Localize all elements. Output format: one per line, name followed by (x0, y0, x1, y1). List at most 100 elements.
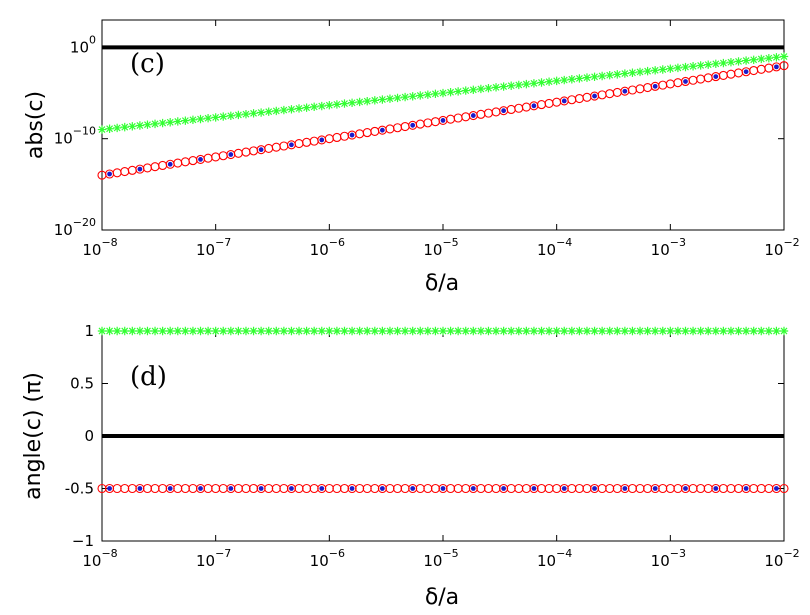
circle-marker (241, 483, 251, 494)
star-marker (112, 123, 122, 133)
star-marker (597, 71, 607, 81)
star-marker (696, 61, 705, 70)
circle-marker (665, 79, 675, 89)
circle-marker (733, 483, 744, 494)
x-tick-label: 10−2 (764, 236, 799, 259)
star-marker (203, 326, 213, 336)
y-tick-base: 10 (54, 221, 73, 239)
circle-marker (112, 168, 122, 178)
star-marker (294, 104, 304, 113)
y-tick-label: 0 (84, 427, 94, 445)
circle-marker (612, 87, 622, 97)
x-tick-label: 10−8 (82, 236, 117, 259)
star-marker (461, 326, 470, 336)
dot-marker (622, 88, 628, 94)
circle-marker (392, 123, 403, 133)
star-marker (256, 108, 266, 117)
dot-marker (683, 79, 688, 84)
star-marker (264, 107, 273, 116)
circle-marker (521, 483, 531, 494)
star-marker (196, 114, 205, 124)
star-marker (188, 326, 198, 336)
star-marker (438, 326, 448, 336)
circle-marker (779, 61, 789, 71)
star-marker (522, 79, 531, 89)
x-tick-exponent: −7 (215, 547, 231, 560)
star-marker (514, 80, 523, 90)
star-marker (605, 326, 614, 336)
star-marker (279, 326, 289, 336)
dot-marker (137, 486, 143, 491)
star-marker (128, 326, 137, 336)
star-marker (650, 326, 660, 336)
circle-marker (173, 158, 183, 168)
x-tick-exponent: −2 (783, 547, 799, 560)
star-marker (643, 326, 652, 336)
star-marker (711, 326, 720, 336)
panel-d-angle-chart: (d) δ/a angle(c) (π) 10−8 10−7 10−6 10−5 10−… (21, 322, 800, 610)
star-marker (211, 326, 220, 336)
star-marker (688, 62, 698, 71)
dot-marker (743, 69, 749, 75)
dot-marker (774, 64, 779, 70)
star-marker (150, 326, 160, 336)
star-marker (112, 326, 122, 336)
star-marker (552, 326, 561, 336)
star-marker (340, 99, 349, 108)
star-marker (582, 326, 592, 336)
star-marker (764, 53, 774, 63)
circle-marker (506, 483, 516, 494)
circle-marker (483, 483, 494, 494)
star-marker (196, 326, 205, 336)
star-marker (279, 105, 289, 115)
dot-marker (440, 118, 446, 123)
star-marker (385, 94, 395, 103)
star-marker (97, 125, 107, 134)
star-marker (484, 326, 493, 336)
circle-marker (643, 483, 653, 494)
x-tick-base: 10 (423, 241, 442, 259)
circle-marker (605, 483, 615, 494)
circle-marker (203, 153, 213, 163)
star-marker (431, 89, 440, 99)
circle-marker (423, 483, 433, 494)
circle-marker (536, 483, 547, 494)
y-tick-label: 100 (70, 33, 96, 56)
star-marker (650, 66, 660, 75)
star-marker (529, 326, 539, 336)
dot-marker (379, 486, 385, 491)
star-marker (181, 326, 190, 336)
circle-marker (218, 483, 228, 494)
panel-c-tag: (c) (130, 49, 165, 79)
x-tick-label: 10−8 (82, 547, 117, 570)
circle-marker (491, 107, 501, 117)
circle-marker (241, 147, 251, 157)
star-marker (423, 90, 433, 99)
star-marker (567, 75, 577, 84)
dot-marker (258, 147, 264, 153)
circle-marker (446, 483, 456, 494)
circle-marker (718, 483, 728, 494)
circle-marker (476, 109, 486, 119)
star-marker (476, 326, 486, 336)
dot-marker (137, 166, 143, 172)
star-marker (757, 326, 766, 336)
circle-marker (355, 129, 365, 139)
x-tick-exponent: −8 (101, 547, 117, 560)
star-marker (461, 86, 470, 95)
star-marker (378, 326, 387, 336)
circle-marker (764, 483, 774, 494)
star-marker (302, 326, 311, 336)
circle-marker (430, 117, 440, 127)
circle-marker (506, 104, 516, 115)
y-tick-label: 0.5 (70, 375, 94, 393)
circle-marker (688, 75, 698, 85)
circle-marker (264, 143, 274, 153)
circle-marker (453, 113, 463, 123)
panel-c-x-axis-label: δ/a (425, 271, 459, 296)
star-marker (772, 53, 781, 62)
circle-marker (605, 89, 615, 99)
star-marker (726, 326, 736, 336)
circle-marker (582, 92, 592, 102)
x-tick-exponent: −3 (670, 547, 686, 560)
